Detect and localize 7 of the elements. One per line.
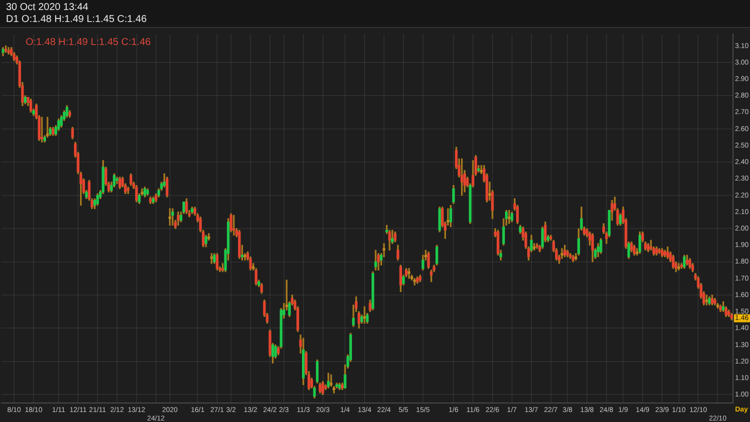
annotation: O:1.48 H:1.49 L:1.45 C:1.46 <box>26 36 152 48</box>
candlestick <box>210 253 213 264</box>
chart-title: 30 Oct 2020 13:44 <box>6 2 88 14</box>
candlestick <box>363 306 366 324</box>
candlestick <box>408 268 410 279</box>
candlestick <box>40 116 44 143</box>
chart-subtitle: D1 O:1.48 H:1.49 L:1.45 C:1.46 <box>6 14 147 26</box>
